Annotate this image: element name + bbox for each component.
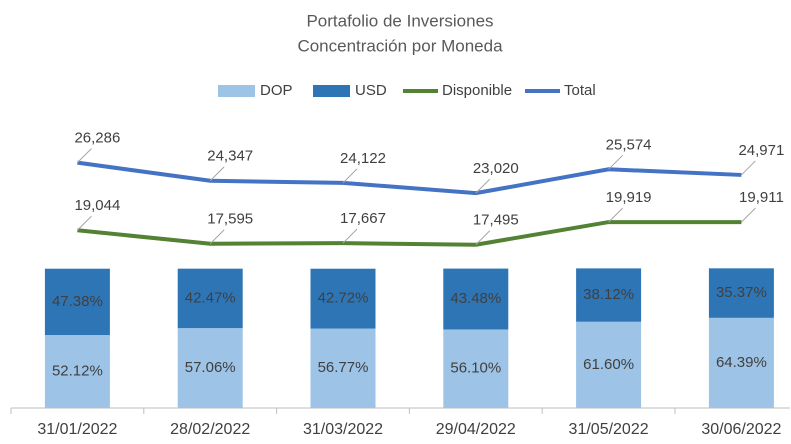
legend-swatch <box>313 85 350 97</box>
line-series <box>77 160 742 196</box>
data-label: 24,122 <box>340 150 386 167</box>
legend-label: Total <box>564 82 596 99</box>
bar-segment <box>177 268 243 329</box>
bar-segment <box>576 268 642 322</box>
data-label: 17,667 <box>340 210 386 227</box>
x-tick-label: 31/05/2022 <box>569 421 649 438</box>
data-label: 24,347 <box>207 148 253 165</box>
data-label: 43.48% <box>450 290 501 307</box>
data-label: 25,574 <box>606 136 652 153</box>
x-tick-label: 30/06/2022 <box>701 421 781 438</box>
bar-segment <box>708 317 774 408</box>
data-label: 56.77% <box>318 359 369 376</box>
legend-label: USD <box>355 82 387 99</box>
data-label: 23,020 <box>473 160 519 177</box>
bar-segment <box>310 268 376 329</box>
data-label: 57.06% <box>185 359 236 376</box>
data-label: 42.47% <box>185 289 236 306</box>
bar-segment <box>576 321 642 408</box>
data-label: 38.12% <box>583 286 634 303</box>
data-label: 17,495 <box>473 212 519 229</box>
data-label: 56.10% <box>450 360 501 377</box>
bar-segment <box>177 328 243 408</box>
leader-line <box>209 229 225 245</box>
leader-line <box>209 166 225 182</box>
bar-segment <box>443 329 509 408</box>
x-tick-label: 29/04/2022 <box>436 421 516 438</box>
chart-subtitle: Concentración por Moneda <box>297 36 503 55</box>
bar-segment <box>708 268 774 318</box>
bar-segment <box>44 335 110 408</box>
data-label: 24,971 <box>738 142 784 159</box>
leader-line <box>77 148 92 164</box>
leader-line <box>608 207 623 223</box>
data-label: 61.60% <box>583 356 634 373</box>
legend-label: Disponible <box>442 82 512 99</box>
leader-line <box>741 207 756 223</box>
data-label: 26,286 <box>74 130 120 147</box>
leader-line <box>342 228 358 244</box>
data-label: 47.38% <box>52 293 103 310</box>
x-tick-label: 28/02/2022 <box>170 421 250 438</box>
legend-label: DOP <box>260 82 293 99</box>
data-label: 42.72% <box>318 290 369 307</box>
legend-swatch <box>218 85 255 97</box>
leader-line <box>608 154 623 170</box>
leader-line <box>475 178 491 194</box>
line-series <box>77 220 742 247</box>
leader-line <box>77 215 92 231</box>
data-label: 19,911 <box>739 189 784 206</box>
bar-segment <box>44 268 110 336</box>
data-label: 64.39% <box>716 354 767 371</box>
bar-segment <box>443 268 509 330</box>
data-label: 52.12% <box>52 362 103 379</box>
x-tick-label: 31/03/2022 <box>303 421 383 438</box>
data-label: 35.37% <box>716 284 767 301</box>
x-tick-label: 31/01/2022 <box>37 421 117 438</box>
data-label: 19,919 <box>606 189 652 206</box>
leader-line <box>342 168 358 184</box>
data-label: 19,044 <box>74 197 120 214</box>
leader-line <box>475 230 491 246</box>
leader-line <box>741 160 756 176</box>
bar-segment <box>310 328 376 408</box>
chart-title: Portafolio de Inversiones <box>306 11 493 30</box>
data-label: 17,595 <box>207 211 253 228</box>
